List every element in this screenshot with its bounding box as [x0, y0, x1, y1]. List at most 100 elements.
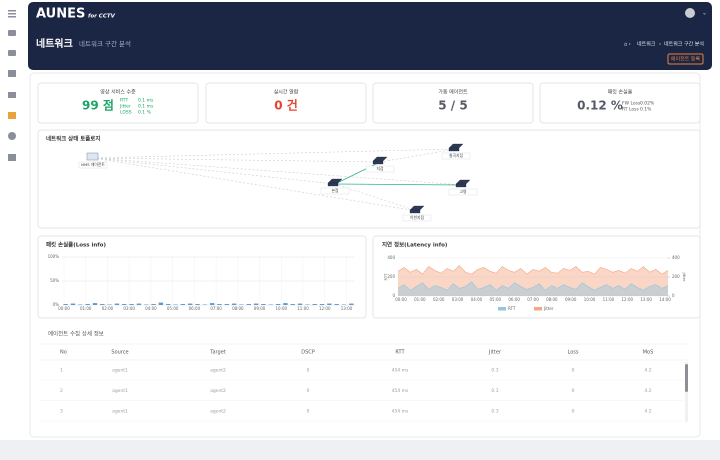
- bar: [224, 304, 230, 305]
- router-icon[interactable]: [448, 143, 464, 152]
- agent-icon[interactable]: [86, 152, 99, 161]
- table-cell: 454 ms: [392, 368, 409, 374]
- table-header[interactable]: DSCP: [301, 350, 315, 356]
- kpi-detail-label: LOSS: [120, 110, 132, 116]
- bar: [195, 304, 200, 305]
- menu-icon[interactable]: [8, 13, 16, 15]
- table-header[interactable]: Jitter: [488, 350, 502, 356]
- bar: [85, 304, 90, 305]
- table-header[interactable]: Source: [111, 350, 128, 356]
- bar: [327, 303, 332, 305]
- table-cell: 454 ms: [392, 388, 409, 394]
- node-label: 지점: [377, 166, 384, 171]
- x-tick-label: 01:00: [80, 306, 92, 311]
- router-icon[interactable]: [409, 205, 425, 214]
- legend-swatch[interactable]: [534, 307, 542, 311]
- nav-icon[interactable]: [8, 154, 16, 161]
- y2-tick-label: 400: [672, 255, 680, 260]
- bar: [114, 303, 120, 305]
- x-tick-label: 13:00: [341, 306, 353, 311]
- table-cell: agent1: [112, 368, 128, 374]
- table-cell: 4.2: [644, 409, 651, 415]
- bar: [100, 304, 105, 305]
- nav-icon[interactable]: [8, 30, 16, 36]
- kpi-title: 가동 에이전트: [438, 89, 468, 96]
- x-tick-label: 13:00: [640, 297, 652, 302]
- table-header[interactable]: Target: [209, 350, 226, 356]
- nav-icon[interactable]: [8, 92, 16, 98]
- kpi-value: 99 점: [82, 98, 114, 113]
- logo[interactable]: AUNES: [36, 7, 85, 22]
- card: [539, 82, 701, 124]
- router-icon[interactable]: [455, 179, 471, 188]
- nav-icon[interactable]: [8, 132, 16, 140]
- node-label-bg: [441, 152, 471, 160]
- card: [37, 129, 701, 229]
- sidebar: [8, 10, 16, 161]
- bar: [151, 304, 156, 305]
- y2-tick-label: 200: [672, 274, 680, 279]
- x-tick-label: 04:00: [145, 306, 157, 311]
- table-cell: 0: [307, 368, 310, 374]
- register-button-label[interactable]: 에이전트 등록: [671, 56, 701, 63]
- y-axis-label: RTT: [383, 273, 388, 281]
- register-button[interactable]: [667, 53, 704, 65]
- avatar[interactable]: [685, 8, 695, 18]
- table-header[interactable]: Loss: [568, 350, 579, 356]
- x-tick-label: 06:00: [189, 306, 201, 311]
- x-tick-label: 01:00: [414, 297, 426, 302]
- kpi-detail-label: Jitter: [119, 104, 131, 110]
- page-title: 네트워크: [36, 37, 73, 50]
- x-tick-label: 11:00: [603, 297, 615, 302]
- legend-label[interactable]: RTT: [508, 306, 516, 311]
- panel-title: 네트워크 상태 토폴로지: [46, 135, 100, 143]
- table-cell: 4.2: [644, 368, 651, 374]
- menu-icon[interactable]: [8, 16, 16, 18]
- link-dashed: [92, 157, 464, 186]
- avatar-caret[interactable]: ⌄: [702, 10, 707, 17]
- kpi-detail-value: 0.02%: [640, 101, 655, 107]
- menu-icon[interactable]: [8, 10, 16, 12]
- node-label: 칠곡지점: [449, 153, 463, 158]
- bar: [180, 304, 186, 305]
- nav-icon[interactable]: [8, 70, 16, 77]
- x-tick-label: 06:00: [508, 297, 520, 302]
- table-cell: 0.3: [491, 409, 498, 415]
- link-dashed: [92, 157, 418, 212]
- home-icon[interactable]: ⌂ ›: [624, 42, 631, 48]
- bar: [217, 304, 222, 305]
- table-cell: 0: [572, 388, 575, 394]
- node-label: 이천지점: [410, 215, 424, 220]
- logo-sub: for CCTV: [88, 14, 116, 20]
- y-tick-label: 0%: [53, 302, 60, 307]
- router-icon[interactable]: [327, 178, 343, 187]
- bar: [261, 304, 266, 305]
- table-cell: agent2: [210, 388, 226, 394]
- bar: [136, 303, 142, 305]
- x-tick-label: 03:00: [452, 297, 464, 302]
- legend-label[interactable]: Jitter: [543, 306, 554, 311]
- link-dashed: [92, 148, 457, 159]
- table-header[interactable]: MoS: [643, 350, 654, 356]
- node-label-bg: [78, 161, 108, 169]
- y-tick-label: 100%: [48, 254, 60, 259]
- router-icon[interactable]: [372, 156, 388, 165]
- table-cell: 0: [572, 409, 575, 415]
- x-tick-label: 10:00: [584, 297, 596, 302]
- bar: [275, 304, 281, 305]
- area: [398, 265, 668, 296]
- breadcrumb-sep: ›: [659, 42, 661, 48]
- bar: [129, 304, 134, 305]
- nav-icon[interactable]: [8, 50, 16, 56]
- table-cell: agent2: [210, 368, 226, 374]
- card: [37, 82, 199, 124]
- table-cell: 0: [307, 409, 310, 415]
- scrollbar-thumb[interactable]: [685, 364, 688, 392]
- breadcrumb[interactable]: 네트워크: [637, 41, 656, 48]
- breadcrumb: 네트워크 구간 분석: [664, 41, 704, 48]
- bar: [246, 304, 251, 305]
- node-label-bg: [365, 165, 395, 173]
- nav-icon-active[interactable]: [8, 112, 16, 119]
- table-header[interactable]: RTT: [395, 350, 405, 356]
- legend-swatch[interactable]: [498, 307, 506, 311]
